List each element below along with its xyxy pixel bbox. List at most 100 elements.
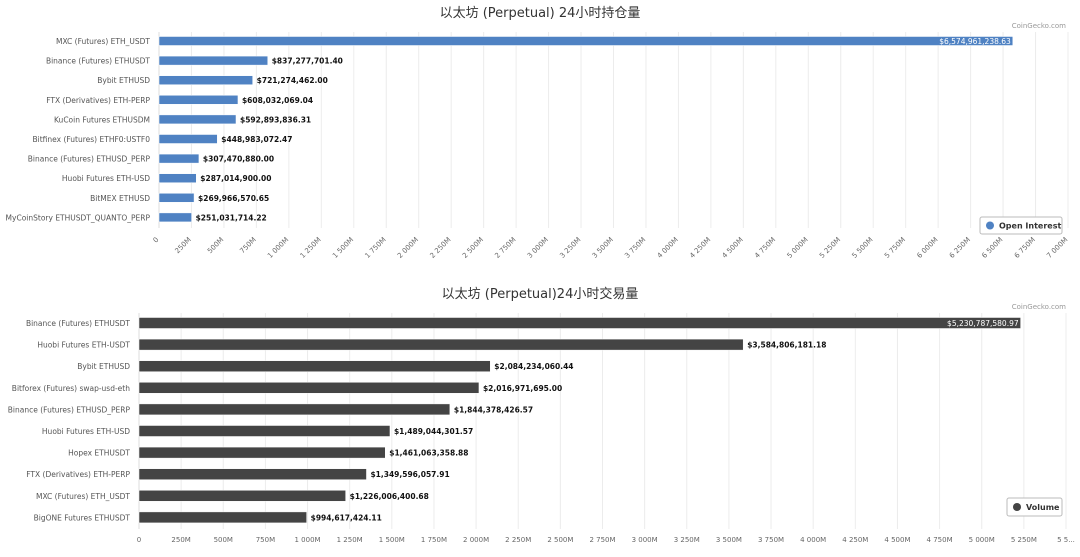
bar[interactable] — [158, 55, 268, 66]
x-tick-label: 5 250M — [818, 236, 842, 260]
data-label: $1,349,596,057.91 — [370, 470, 449, 479]
x-tick-label: 1 000M — [294, 536, 320, 544]
legend-label[interactable]: Volume — [1026, 503, 1060, 512]
x-tick-label: 2 000M — [396, 236, 420, 260]
data-label: $994,617,424.11 — [311, 513, 382, 522]
bar[interactable] — [138, 360, 491, 372]
x-tick-label: 6 000M — [915, 236, 939, 260]
x-tick-label: 4 250M — [688, 236, 712, 260]
data-label: $287,014,900.00 — [200, 174, 271, 183]
bar[interactable] — [158, 193, 195, 203]
data-label: $5,230,787,580.97 — [947, 319, 1019, 328]
bar[interactable] — [138, 403, 451, 416]
bar[interactable] — [158, 153, 200, 164]
x-tick-label: 3 500M — [591, 236, 615, 260]
bar[interactable] — [138, 468, 367, 480]
x-tick-label: 5 250M — [1011, 536, 1037, 544]
x-tick-label: 750M — [256, 536, 275, 544]
category-label: Bitforex (Futures) swap-usd-eth — [12, 384, 130, 393]
data-label: $592,893,836.31 — [240, 115, 311, 124]
category-label: Huobi Futures ETH-USDT — [37, 341, 130, 350]
bar[interactable] — [158, 75, 253, 85]
category-label: Bybit ETHUSD — [97, 76, 150, 85]
legend-marker-icon — [1013, 503, 1021, 511]
legend[interactable] — [1006, 497, 1063, 517]
x-tick-label: 2 250M — [505, 536, 531, 544]
data-label: $269,966,570.65 — [198, 194, 269, 203]
bar[interactable] — [158, 134, 218, 144]
x-tick-label: 3 750M — [758, 536, 784, 544]
data-label: $6,574,961,238.63 — [939, 37, 1011, 46]
data-label: $3,584,806,181.18 — [747, 341, 826, 350]
data-label: $1,461,063,358.88 — [389, 449, 468, 458]
x-tick-label: 4 000M — [656, 236, 680, 260]
credit-link[interactable]: CoinGecko.com — [1012, 303, 1066, 311]
x-tick-label: 4 500M — [884, 536, 910, 544]
bar[interactable] — [158, 114, 237, 125]
bar[interactable] — [158, 212, 192, 223]
data-label: $251,031,714.22 — [196, 213, 267, 222]
x-tick-label: 1 750M — [364, 236, 388, 260]
data-label: $448,983,072.47 — [221, 135, 292, 144]
bar[interactable] — [158, 36, 1014, 46]
bar[interactable] — [138, 511, 307, 524]
category-label: KuCoin Futures ETHUSDM — [54, 115, 150, 124]
x-tick-label: 5 500M — [851, 236, 875, 260]
bar[interactable] — [158, 173, 197, 183]
bar[interactable] — [138, 338, 744, 351]
x-tick-label: 5 000M — [969, 536, 995, 544]
legend-label[interactable]: Open Interest — [999, 222, 1061, 231]
x-tick-label: 250M — [171, 536, 190, 544]
x-tick-label: 3 500M — [716, 536, 742, 544]
x-tick-label: 3 000M — [526, 236, 550, 260]
chart-title: 以太坊 (Perpetual)24小时交易量 — [442, 286, 639, 302]
bar[interactable] — [138, 490, 346, 502]
category-label: BitMEX ETHUSD — [90, 194, 150, 203]
volume-chart: 以太坊 (Perpetual)24小时交易量 CoinGecko.com 0 250M… — [8, 286, 1075, 544]
data-label: $2,084,234,060.44 — [494, 362, 573, 371]
x-tick-label: 250M — [173, 236, 192, 255]
x-tick-label: 1 500M — [379, 536, 405, 544]
x-tick-label: 2 750M — [589, 536, 615, 544]
x-tick-label: 500M — [206, 236, 225, 255]
x-tick-label: 1 250M — [299, 236, 323, 260]
data-label: $307,470,880.00 — [203, 155, 274, 164]
bar[interactable] — [138, 446, 386, 459]
data-label: $1,489,044,301.57 — [394, 427, 473, 436]
x-tick-label: 2 000M — [463, 536, 489, 544]
credit-link[interactable]: CoinGecko.com — [1012, 22, 1066, 30]
category-label: MXC (Futures) ETH_USDT — [36, 492, 130, 501]
x-tick-label: 6 250M — [948, 236, 972, 260]
open-interest-chart: 以太坊 (Perpetual) 24小时持仓量 CoinGecko.com 0 250… — [6, 6, 1070, 260]
legend[interactable] — [979, 216, 1063, 235]
x-tick-label: 7 000M — [1045, 236, 1069, 260]
bar[interactable] — [138, 425, 391, 437]
x-tick-label: 3 000M — [632, 536, 658, 544]
bar[interactable] — [158, 95, 239, 105]
x-tick-label: 3 250M — [558, 236, 582, 260]
category-label: Bybit ETHUSD — [77, 362, 130, 371]
category-label: Hopex ETHUSDT — [68, 449, 130, 458]
bar[interactable] — [138, 382, 480, 394]
category-label: Huobi Futures ETH-USD — [42, 427, 130, 436]
data-label: $608,032,069.04 — [242, 96, 313, 105]
bar[interactable] — [138, 317, 1021, 329]
x-tick-label: 1 500M — [331, 236, 355, 260]
category-label: FTX (Derivatives) ETH-PERP — [46, 96, 150, 105]
category-label: BigONE Futures ETHUSDT — [34, 513, 131, 522]
x-tick-label: 3 750M — [623, 236, 647, 260]
x-tick-label: 3 250M — [674, 536, 700, 544]
x-tick-label: 0 — [152, 236, 161, 245]
x-tick-label: 4 750M — [753, 236, 777, 260]
x-tick-label: 750M — [238, 236, 257, 255]
category-label: MyCoinStory ETHUSDT_QUANTO_PERP — [6, 213, 151, 222]
x-tick-label: 2 500M — [461, 236, 485, 260]
x-tick-label: 5 5... — [1057, 536, 1075, 544]
chart-title: 以太坊 (Perpetual) 24小时持仓量 — [440, 6, 641, 21]
x-tick-label: 6 750M — [1013, 236, 1037, 260]
x-tick-label: 4 000M — [800, 536, 826, 544]
x-tick-label: 5 750M — [883, 236, 907, 260]
category-label: Binance (Futures) ETHUSDT — [26, 319, 130, 328]
category-label: Binance (Futures) ETHUSD_PERP — [28, 155, 151, 164]
data-label: $837,277,701.40 — [272, 57, 343, 66]
